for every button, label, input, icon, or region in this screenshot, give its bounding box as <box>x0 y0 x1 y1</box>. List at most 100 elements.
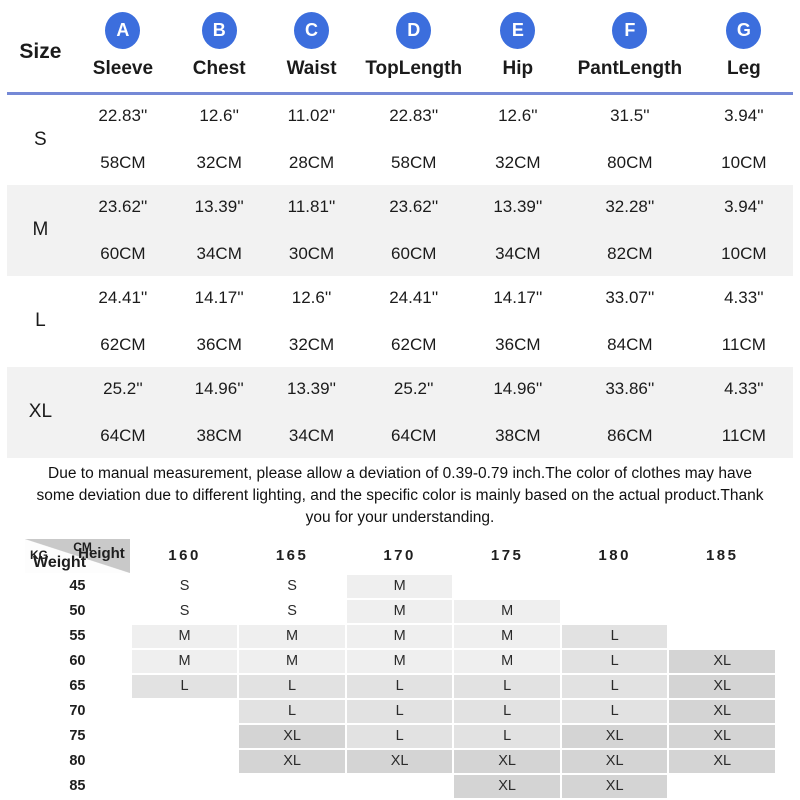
size-row-xl: XL 25.2'' 64CM 14.96'' 38CM 13.39'' 34CM 25… <box>7 366 793 458</box>
height-weight-fit-table: KG CM Height Weight 160 165 170 175 180 … <box>23 536 777 800</box>
corner-axis-cell: KG CM Height Weight <box>23 536 132 575</box>
fit-cell: L <box>559 622 670 650</box>
measure-cell: 12.6'' 32CM <box>495 106 541 173</box>
measure-cell: 12.6'' 32CM <box>288 287 335 354</box>
fit-cell: L <box>559 672 670 700</box>
col-label-waist: Waist <box>286 58 337 79</box>
col-header-hip: E Hip <box>470 0 566 95</box>
col-label-sleeve: Sleeve <box>92 58 154 79</box>
fit-cell: S <box>129 597 240 625</box>
fit-cell: S <box>129 572 240 600</box>
fit-cell: XL <box>667 672 777 700</box>
fit-cell <box>129 747 240 775</box>
fit-cell: XL <box>452 772 562 800</box>
weight-label: 70 <box>23 697 132 725</box>
fit-cell: XL <box>559 772 670 800</box>
size-table-header-row: Size A Sleeve B Chest C Waist D TopLengt… <box>7 0 793 95</box>
fit-cell: M <box>344 572 455 600</box>
fit-cell: XL <box>667 722 777 750</box>
size-measurement-table: Size A Sleeve B Chest C Waist D TopLengt… <box>7 0 793 458</box>
measure-cell: 31.5'' 80CM <box>607 106 653 173</box>
fit-cell <box>344 772 455 800</box>
size-label: S <box>34 128 47 150</box>
height-header: 180 <box>559 536 670 575</box>
cm-unit-label: CM <box>73 539 92 554</box>
fit-row-75: 75 XL L L XL XL <box>23 722 777 750</box>
fit-cell: XL <box>559 747 670 775</box>
fit-cell: L <box>237 697 347 725</box>
fit-cell <box>129 772 240 800</box>
fit-table-header-row: KG CM Height Weight 160 165 170 175 180 … <box>23 536 777 575</box>
size-label: L <box>35 310 46 331</box>
fit-cell: M <box>452 647 562 675</box>
measure-cell: 14.96'' 38CM <box>194 378 244 445</box>
height-axis-label: Height <box>78 544 125 562</box>
col-header-toplength: D TopLength <box>356 0 471 95</box>
fit-cell: S <box>237 597 347 625</box>
size-column-header: Size <box>7 0 74 95</box>
measure-cell: 11.02'' 28CM <box>287 106 336 173</box>
measure-cell: 32.28'' 82CM <box>605 196 655 263</box>
fit-cell: L <box>452 672 562 700</box>
measure-cell: 22.83'' 58CM <box>389 106 439 173</box>
measure-cell: 3.94'' 10CM <box>721 196 767 263</box>
measure-cell: 24.41'' 62CM <box>389 287 439 354</box>
fit-cell: L <box>237 672 347 700</box>
fit-cell <box>667 772 777 800</box>
size-label: M <box>32 219 49 240</box>
fit-cell: L <box>559 697 670 725</box>
fit-cell: M <box>237 622 347 650</box>
height-header: 165 <box>237 536 347 575</box>
fit-cell: XL <box>237 722 347 750</box>
fit-row-50: 50 S S M M <box>23 597 777 625</box>
fit-cell: XL <box>667 747 777 775</box>
fit-row-85: 85 XL XL <box>23 772 777 800</box>
letter-badge-c: C <box>294 12 330 49</box>
height-header: 185 <box>667 536 777 575</box>
measure-cell: 25.2'' 64CM <box>100 378 146 445</box>
col-header-pantlength: F PantLength <box>565 0 695 95</box>
weight-label: 60 <box>23 647 132 675</box>
fit-cell: M <box>129 647 240 675</box>
height-header: 175 <box>452 536 562 575</box>
fit-cell: L <box>452 722 562 750</box>
col-label-hip: Hip <box>502 58 534 79</box>
letter-badge-f: F <box>612 12 648 49</box>
height-header: 170 <box>344 536 455 575</box>
col-header-leg: G Leg <box>694 0 793 95</box>
size-row-m: M 23.62'' 60CM 13.39'' 34CM 11.81'' 30CM 23… <box>7 184 793 276</box>
measure-cell: 23.62'' 60CM <box>389 196 439 263</box>
measure-cell: 33.86'' 86CM <box>605 378 655 445</box>
fit-cell <box>559 572 670 600</box>
col-label-chest: Chest <box>192 58 246 79</box>
fit-row-55: 55 M M M M L <box>23 622 777 650</box>
size-row-l: L 24.41'' 62CM 14.17'' 36CM 12.6'' 32CM 24.… <box>7 276 793 367</box>
fit-cell: XL <box>237 747 347 775</box>
measure-cell: 33.07'' 84CM <box>605 287 655 354</box>
weight-label: 85 <box>23 772 132 800</box>
letter-badge-a: A <box>105 12 141 49</box>
fit-cell <box>667 572 777 600</box>
fit-cell: XL <box>667 697 777 725</box>
fit-cell: M <box>344 622 455 650</box>
measure-cell: 4.33'' 11CM <box>721 378 766 445</box>
fit-cell: S <box>237 572 347 600</box>
kg-unit-label: KG <box>30 547 48 562</box>
fit-cell: L <box>344 672 455 700</box>
measure-cell: 13.39'' 34CM <box>493 196 543 263</box>
fit-cell <box>129 697 240 725</box>
measure-cell: 13.39'' 34CM <box>194 196 244 263</box>
weight-label: 50 <box>23 597 132 625</box>
weight-label: 75 <box>23 722 132 750</box>
col-header-waist: C Waist <box>266 0 357 95</box>
weight-label: 55 <box>23 622 132 650</box>
fit-cell <box>559 597 670 625</box>
fit-cell: M <box>344 597 455 625</box>
fit-cell: L <box>344 697 455 725</box>
fit-cell: M <box>237 647 347 675</box>
fit-cell: L <box>344 722 455 750</box>
measure-cell: 24.41'' 62CM <box>98 287 148 354</box>
fit-cell: XL <box>452 747 562 775</box>
fit-cell <box>667 622 777 650</box>
weight-label: 45 <box>23 572 132 600</box>
